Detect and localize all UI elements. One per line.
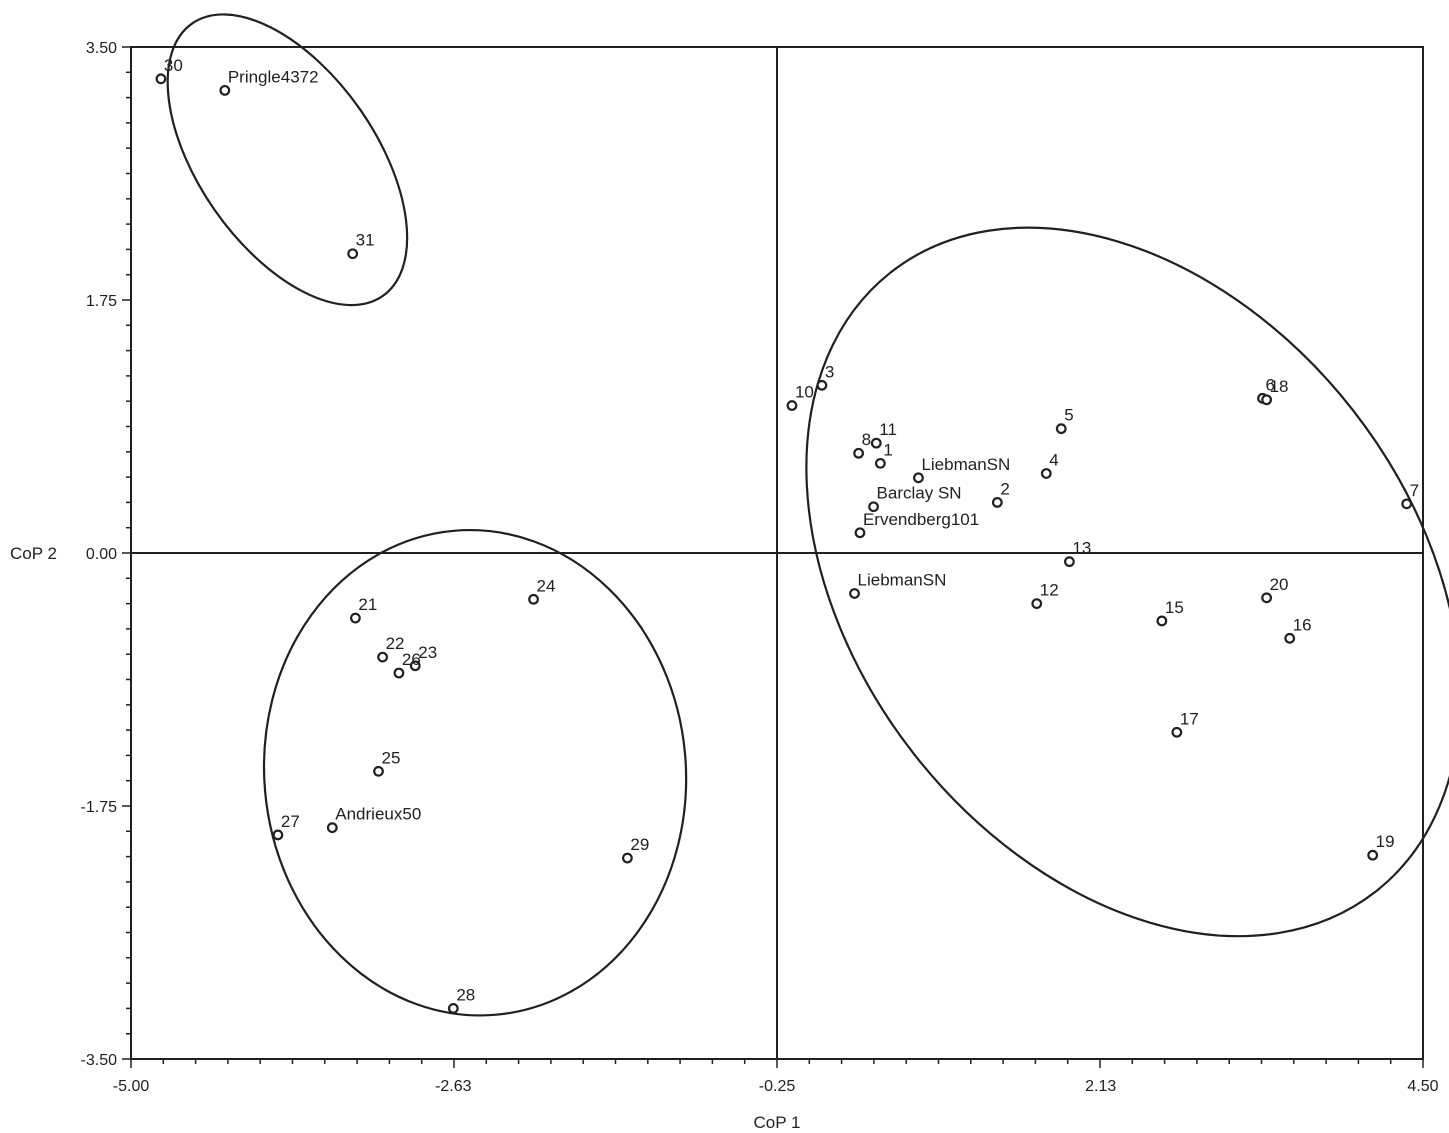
point-label: 4 <box>1049 450 1058 469</box>
point-label: 26 <box>402 650 421 669</box>
data-point <box>1401 498 1413 510</box>
x-tick-label: -0.25 <box>759 1078 796 1095</box>
data-point <box>409 660 421 672</box>
x-tick-label: 2.13 <box>1085 1078 1116 1095</box>
point-label: 1 <box>883 440 892 459</box>
data-point <box>870 437 882 449</box>
cluster-ellipse-2 <box>262 528 688 1017</box>
y-tick-label: 0.00 <box>86 546 117 563</box>
y-tick-label: -1.75 <box>81 799 118 816</box>
point-label: 22 <box>386 634 405 653</box>
point-label: LiebmanSN <box>858 570 947 589</box>
data-point <box>991 497 1003 508</box>
point-label: 12 <box>1040 581 1059 600</box>
data-point <box>1040 468 1052 479</box>
data-point <box>874 457 886 469</box>
point-label: 2 <box>1000 479 1009 498</box>
point-label: 23 <box>418 643 437 662</box>
point-label: 7 <box>1410 481 1419 500</box>
y-axis-title: CoP 2 <box>10 544 57 563</box>
data-point <box>350 612 361 624</box>
point-label: 15 <box>1165 598 1184 617</box>
point-label: 19 <box>1376 832 1395 851</box>
point-label: 20 <box>1270 575 1289 594</box>
point-label: 10 <box>795 383 814 402</box>
point-label: 29 <box>630 835 649 854</box>
data-point <box>849 588 860 599</box>
x-axis-title: CoP 1 <box>754 1113 801 1132</box>
y-tick-label: -3.50 <box>81 1052 118 1069</box>
y-tick-label: 3.50 <box>86 40 117 57</box>
point-label: 30 <box>164 56 183 75</box>
point-label: Pringle4372 <box>228 67 319 86</box>
data-point <box>393 667 405 679</box>
data-point <box>347 248 359 260</box>
point-label: Ervendberg101 <box>863 510 979 529</box>
data-point <box>854 527 866 539</box>
y-tick-label: 1.75 <box>86 293 117 310</box>
data-point <box>913 472 924 484</box>
data-point <box>326 822 338 834</box>
data-point <box>1171 726 1183 738</box>
point-label: 11 <box>879 420 897 439</box>
point-label: Barclay SN <box>877 484 962 503</box>
cluster-ellipses <box>166 13 1449 1017</box>
point-label: 5 <box>1064 406 1073 425</box>
point-label: 8 <box>862 430 871 449</box>
x-tick-label: -5.00 <box>113 1078 150 1095</box>
data-point <box>373 765 384 777</box>
data-point <box>1367 849 1379 861</box>
point-label: 13 <box>1072 539 1091 558</box>
point-label: 24 <box>537 576 556 595</box>
point-label: 16 <box>1293 615 1312 634</box>
axis-ticks: -5.00 -2.63 -0.25 2.13 4.50 3.50 1.75 0.00 -1.75… <box>81 40 1439 1095</box>
data-point <box>272 829 284 841</box>
point-label: 27 <box>281 812 300 831</box>
data-point <box>1031 598 1043 609</box>
point-label: 18 <box>1270 377 1289 396</box>
data-point <box>1261 394 1272 406</box>
data-point <box>786 400 798 411</box>
data-point <box>219 84 231 96</box>
point-label: 28 <box>456 985 475 1004</box>
data-point <box>868 501 879 513</box>
cluster-ellipse-3 <box>805 226 1449 938</box>
data-point <box>1284 632 1296 644</box>
data-point <box>816 379 828 391</box>
x-tick-label: 4.50 <box>1407 1078 1438 1095</box>
data-point <box>1261 592 1272 604</box>
x-tick-label: -2.63 <box>435 1078 472 1095</box>
point-label: 3 <box>825 362 834 381</box>
point-label: LiebmanSN <box>921 455 1010 474</box>
point-label: 17 <box>1180 709 1199 728</box>
data-point <box>622 852 633 864</box>
data-point <box>853 447 864 459</box>
data-point <box>447 1003 459 1014</box>
point-label: 21 <box>358 595 377 614</box>
point-label: 25 <box>382 748 401 767</box>
point-label: Andrieux50 <box>335 805 421 824</box>
data-point <box>155 73 167 85</box>
data-point <box>1063 556 1075 568</box>
data-point <box>377 651 389 663</box>
point-label: 6 <box>1266 375 1275 394</box>
data-point <box>1055 423 1067 435</box>
data-point <box>528 593 539 605</box>
cluster-ellipse-1 <box>166 13 409 307</box>
point-label: 31 <box>356 231 375 250</box>
data-point <box>1156 615 1168 627</box>
